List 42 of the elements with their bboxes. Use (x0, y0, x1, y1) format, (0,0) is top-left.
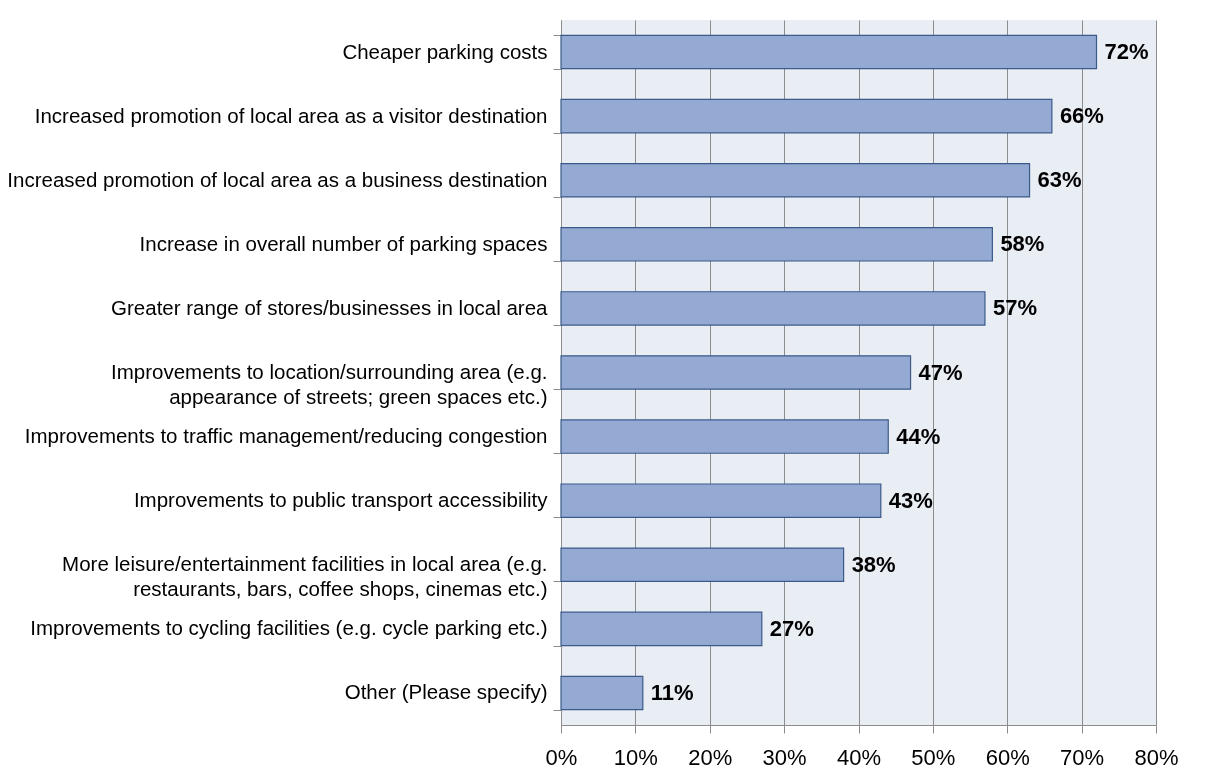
data-label: 66% (1059, 103, 1104, 129)
y-tick-label: Cheaper parking costs (342, 39, 548, 63)
data-label: 43% (888, 487, 933, 513)
bar (560, 419, 889, 454)
y-tick-label: Improvements to cycling facilities (e.g. cycle parking etc.) (30, 616, 548, 640)
x-tick-label: 70% (1060, 744, 1105, 770)
y-tick-label: More leisure/entertainment facilities in local area (e.g. restaurants, bars, coffee shops, cinemas etc.) (62, 552, 548, 601)
bar (560, 547, 845, 583)
bar (560, 98, 1053, 134)
bar (560, 227, 993, 262)
data-label: 27% (769, 615, 814, 641)
bar (560, 291, 986, 326)
data-label: 38% (851, 551, 896, 577)
x-tick-label: 0% (545, 744, 578, 770)
data-label: 47% (918, 359, 963, 385)
x-tick-label: 40% (836, 744, 882, 770)
data-label: 11% (650, 679, 694, 705)
x-tick-label: 80% (1134, 744, 1179, 770)
x-tick-label: 20% (688, 744, 733, 770)
x-tick-label: 10% (613, 744, 658, 770)
bar (560, 483, 882, 518)
data-label: 44% (896, 423, 941, 449)
bar (560, 675, 644, 711)
y-tick-label: Improvements to traffic management/reducing congestion (24, 424, 548, 448)
x-tick-label: 50% (911, 744, 956, 770)
y-tick-label: Improvements to public transport accessibility (133, 488, 549, 512)
data-label: 63% (1037, 167, 1082, 193)
bar (560, 162, 1031, 198)
y-tick-label: Improvements to location/surrounding area (e.g. appearance of streets; green spaces etc.) (111, 360, 548, 408)
y-tick-label: Increased promotion of local area as a business destination (7, 167, 548, 191)
bar (560, 355, 912, 390)
y-tick-label: Greater range of stores/businesses in local area (111, 295, 549, 319)
y-tick-label: Other (Please specify) (344, 680, 548, 704)
bar (560, 34, 1098, 70)
data-label: 58% (1000, 231, 1045, 257)
x-tick-label: 30% (762, 744, 807, 770)
x-tick-label: 60% (985, 744, 1030, 770)
data-label: 72% (1104, 39, 1149, 65)
bar (560, 611, 763, 647)
y-tick-label: Increase in overall number of parking spaces (139, 231, 548, 255)
data-label: 57% (992, 295, 1037, 321)
y-tick-label: Increased promotion of local area as a visitor destination (34, 103, 548, 127)
